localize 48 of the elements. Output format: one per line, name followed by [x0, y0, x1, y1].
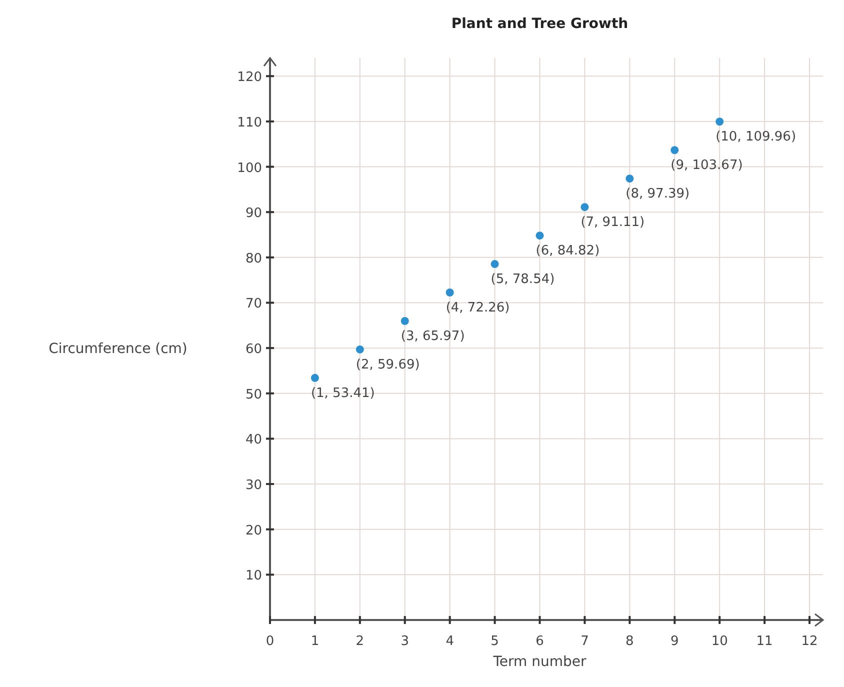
data-label: (8, 97.39)	[626, 186, 690, 202]
data-label: (10, 109.96)	[716, 130, 796, 145]
x-tick-label: 9	[670, 634, 679, 649]
x-tick-label: 3	[400, 634, 410, 649]
data-label: (3, 65.97)	[400, 329, 465, 344]
y-tick-label: 20	[245, 523, 262, 538]
point	[446, 288, 454, 296]
point	[356, 345, 364, 354]
point	[400, 317, 409, 326]
x-tick-label: 1	[310, 634, 320, 649]
y-tick-label: 70	[245, 296, 262, 312]
y-tick-label: 60	[245, 342, 262, 358]
point	[490, 260, 499, 268]
x-tick-label: 11	[756, 634, 773, 649]
y-tick-label: 100	[237, 160, 262, 176]
point	[580, 203, 589, 212]
data-label: (7, 91.11)	[580, 215, 645, 230]
x-tick-label: 7	[580, 634, 589, 649]
y-tick-label: 30	[245, 478, 262, 494]
x-tick-label: 2	[356, 634, 364, 649]
x-tick-label: 12	[801, 634, 818, 649]
x-tick-label: 0	[266, 634, 274, 649]
y-axis-title: Circumference (cm)	[48, 341, 188, 358]
y-tick-label: 120	[237, 70, 262, 86]
x-tick-label: 8	[626, 634, 634, 649]
data-label: (4, 72.26)	[446, 300, 510, 316]
point	[536, 232, 544, 240]
y-tick-label: 90	[245, 206, 262, 222]
data-label: (1, 53.41)	[310, 386, 375, 401]
data-label: (6, 84.82)	[536, 244, 600, 259]
data-label: (9, 103.67)	[670, 158, 743, 174]
x-tick-label: 6	[536, 634, 544, 649]
chart-title: Plant and Tree Growth	[451, 16, 628, 32]
data-label: (5, 78.54)	[490, 272, 555, 288]
y-tick-label: 10	[245, 568, 262, 584]
point	[716, 118, 724, 126]
y-tick-label: 50	[245, 387, 262, 402]
point	[670, 146, 679, 154]
x-tick-label: 4	[446, 634, 454, 649]
x-axis-title: Term number	[492, 654, 587, 670]
y-tick-label: 80	[245, 251, 262, 266]
data-label: (2, 59.69)	[356, 357, 420, 372]
x-tick-label: 5	[490, 634, 499, 649]
y-tick-label: 110	[237, 115, 262, 130]
y-tick-label: 40	[245, 432, 262, 448]
point	[310, 374, 319, 382]
x-tick-label: 10	[711, 634, 728, 649]
point	[626, 174, 634, 183]
